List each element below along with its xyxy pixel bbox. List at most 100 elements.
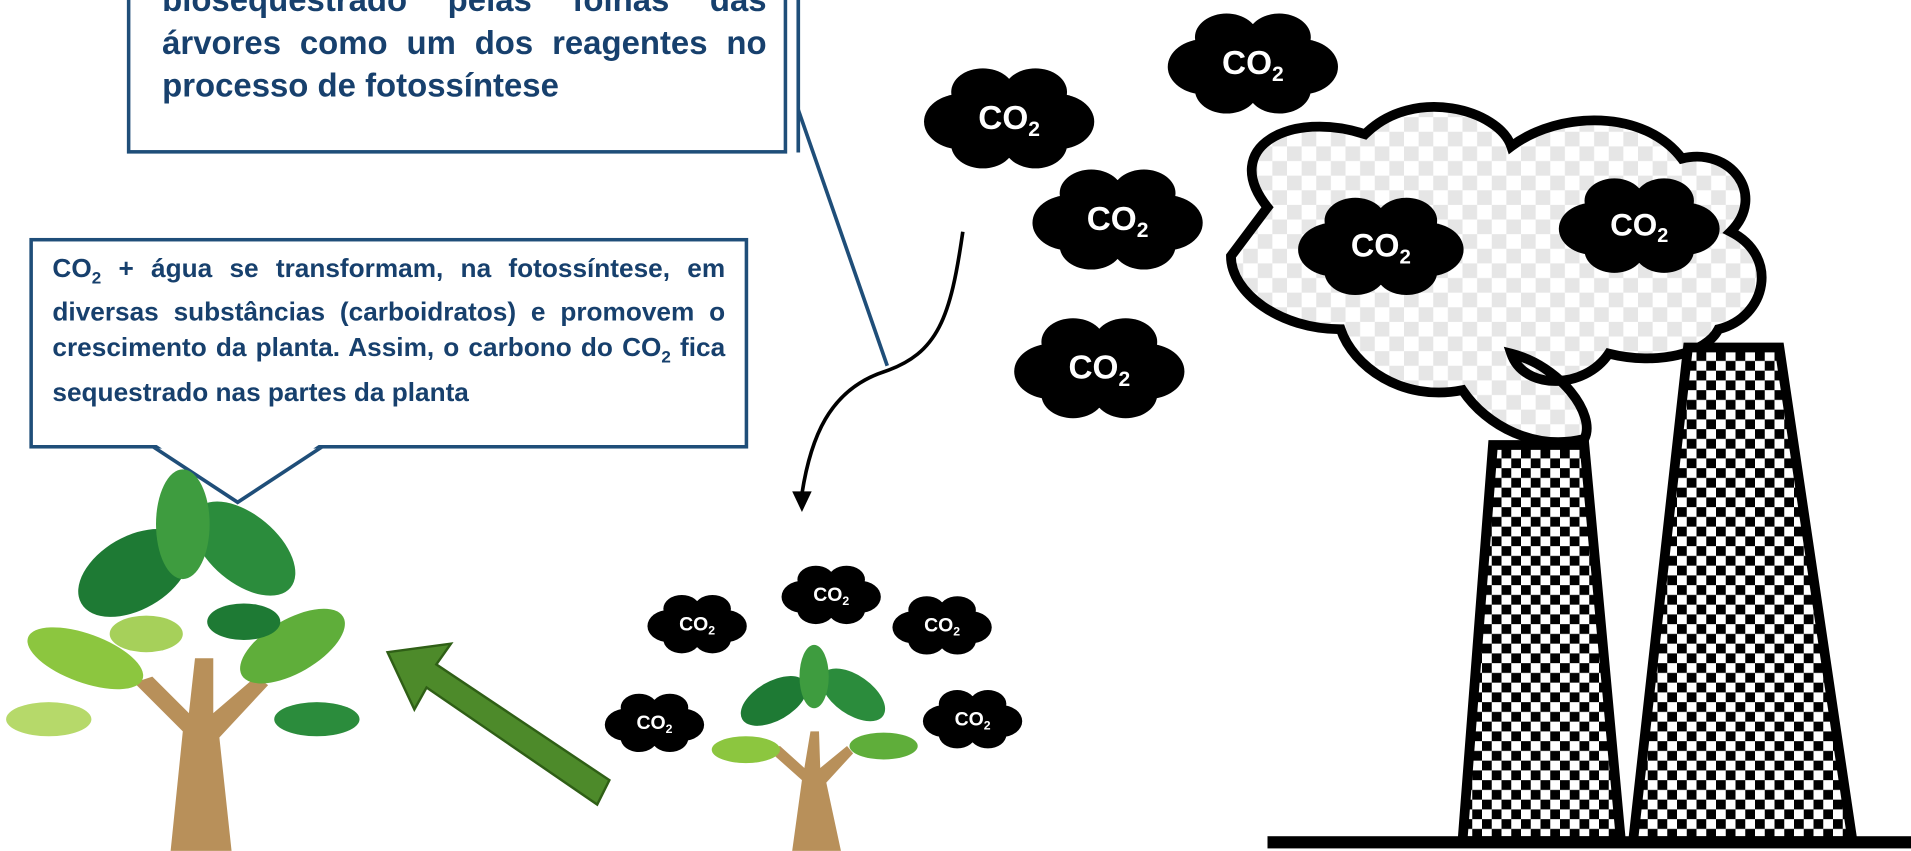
middle-box: CO2 + água se transformam, na fotossínte… — [29, 237, 749, 449]
cloud-puff — [1094, 370, 1158, 419]
co2-label: CO2 — [813, 584, 849, 608]
cloud-puff — [797, 565, 835, 594]
cloud-puff — [939, 626, 976, 655]
co2-main: CO — [955, 708, 984, 730]
co2-sub: 2 — [1137, 219, 1149, 242]
text: fica sequestrado nas partes da planta — [52, 333, 726, 407]
co2-main: CO — [813, 584, 842, 606]
co2-main: CO — [679, 613, 708, 635]
co2-sub: 2 — [666, 722, 673, 736]
cloud-puff — [1112, 169, 1176, 217]
co2-main: CO — [1351, 228, 1400, 264]
co2-main: CO — [1087, 201, 1137, 238]
cloud-puff — [938, 720, 976, 749]
cloud-puff — [1584, 228, 1645, 273]
co2-main: CO — [636, 712, 665, 734]
cloud-puff — [1247, 13, 1311, 61]
cloud-puff — [694, 594, 731, 623]
cloud-puff — [1324, 197, 1386, 244]
co2-label: CO2 — [1610, 207, 1668, 248]
subscript: 2 — [661, 347, 671, 367]
cloud-puff — [1584, 178, 1645, 224]
cloud-puff — [1247, 66, 1311, 114]
co2-main: CO — [924, 615, 953, 637]
connector — [796, 109, 889, 367]
co2-sub: 2 — [1028, 118, 1040, 141]
co2-main: CO — [1068, 350, 1118, 387]
text: CO — [52, 253, 92, 283]
cloud-puff — [938, 690, 976, 718]
cloud-puff — [951, 121, 1015, 169]
middle-box-text: CO2 + água se transformam, na fotossínte… — [29, 237, 749, 449]
small-tree — [711, 644, 918, 851]
cloud-puff — [1194, 66, 1259, 114]
arrow-head — [792, 491, 812, 513]
cloud-puff — [797, 596, 835, 625]
cloud-puff — [951, 68, 1015, 116]
cloud-puff — [651, 693, 689, 722]
pointer-fill — [154, 443, 321, 499]
cloud-puff — [651, 724, 689, 753]
co2-cloud: CO2 — [1014, 318, 1185, 419]
co2-label: CO2 — [924, 615, 960, 639]
cloud-puff — [969, 720, 1007, 749]
curved-arrow — [800, 231, 965, 495]
co2-sub: 2 — [1399, 245, 1410, 268]
cloud-puff — [663, 625, 701, 654]
cloud-puff — [663, 594, 701, 623]
cloud-puff — [969, 690, 1007, 718]
co2-label: CO2 — [1087, 201, 1149, 242]
co2-sub: 2 — [1657, 225, 1668, 247]
co2-label: CO2 — [955, 708, 991, 732]
cloud-puff — [1194, 13, 1259, 61]
co2-sub: 2 — [708, 623, 715, 637]
co2-label: CO2 — [1222, 45, 1284, 86]
text: + água se transformam, na fotossíntese, … — [52, 253, 726, 363]
co2-cloud: CO2 — [1032, 169, 1203, 270]
cloud-puff — [1041, 370, 1105, 419]
co2-label: CO2 — [679, 613, 715, 637]
cloud-puff — [1634, 178, 1694, 224]
co2-sub: 2 — [984, 718, 991, 732]
chimney — [1627, 342, 1859, 846]
co2-main: CO — [1610, 207, 1657, 243]
co2-sub: 2 — [1272, 63, 1284, 86]
co2-cloud: CO2 — [647, 594, 747, 654]
cloud-puff — [694, 625, 731, 654]
co2-cloud: CO2 — [922, 690, 1023, 749]
ground — [1267, 836, 1911, 849]
cloud-puff — [828, 565, 865, 594]
subscript: 2 — [91, 267, 102, 287]
co2-main: CO — [1222, 45, 1272, 82]
co2-label: CO2 — [978, 100, 1040, 141]
top-box-text: biosequestrado pelas folhas das árvores … — [126, 0, 788, 154]
co2-cloud: CO2 — [604, 693, 705, 753]
cloud-puff — [1094, 318, 1158, 366]
co2-label: CO2 — [1351, 228, 1411, 269]
cloud-puff — [828, 596, 865, 625]
cloud-puff — [939, 596, 976, 624]
cloud-puff — [620, 693, 658, 722]
cloud-puff — [620, 724, 658, 753]
co2-cloud: CO2 — [1167, 13, 1338, 114]
co2-sub: 2 — [842, 594, 849, 608]
green-arrow — [385, 642, 611, 807]
co2-main: CO — [978, 100, 1028, 137]
cloud-puff — [908, 626, 946, 655]
chimney — [1457, 440, 1627, 846]
cloud-puff — [1003, 68, 1068, 116]
cloud-puff — [908, 596, 946, 624]
co2-cloud: CO2 — [781, 565, 881, 625]
co2-cloud: CO2 — [1558, 178, 1720, 273]
cloud-puff — [1634, 228, 1694, 273]
top-box: biosequestrado pelas folhas das árvores … — [126, 0, 788, 154]
co2-label: CO2 — [636, 712, 672, 736]
cloud-puff — [1375, 197, 1438, 244]
cloud-puff — [1375, 248, 1438, 295]
co2-label: CO2 — [1068, 350, 1130, 391]
cloud-puff — [1059, 169, 1123, 217]
cloud-puff — [1059, 222, 1123, 270]
co2-cloud: CO2 — [892, 596, 992, 655]
